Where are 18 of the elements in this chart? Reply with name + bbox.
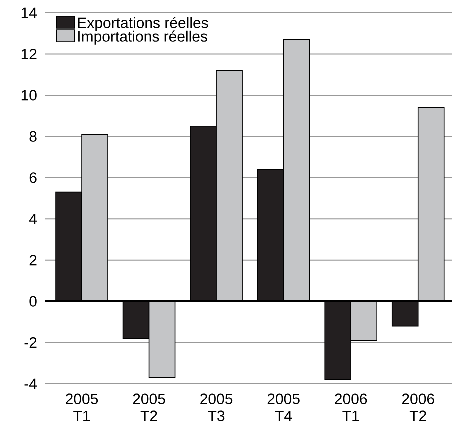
y-tick-label: 2: [30, 255, 37, 266]
y-tick-label: 14: [22, 8, 38, 18]
y-tick-label: 4: [29, 214, 38, 224]
legend-label: Importations réelles: [78, 30, 208, 45]
y-tick-label: -4: [24, 378, 38, 390]
legend-label: Exportations réelles: [78, 17, 208, 32]
x-tick-label: 2005 T1: [66, 394, 98, 422]
y-tick-label: 12: [22, 48, 37, 60]
x-tick-label: 2006 T1: [335, 394, 368, 422]
y-tick-label: 10: [22, 90, 37, 101]
x-tick-label: 2005 T4: [268, 394, 300, 422]
x-tick-label: 2006 T2: [402, 394, 434, 422]
y-tick-label: 0: [30, 296, 37, 307]
y-tick-label: -2: [24, 338, 37, 348]
y-tick-label: 8: [30, 131, 37, 142]
y-tick-label: 6: [30, 172, 37, 184]
x-tick-label: 2005 T3: [200, 394, 233, 422]
x-tick-label: 2005 T2: [133, 394, 166, 422]
